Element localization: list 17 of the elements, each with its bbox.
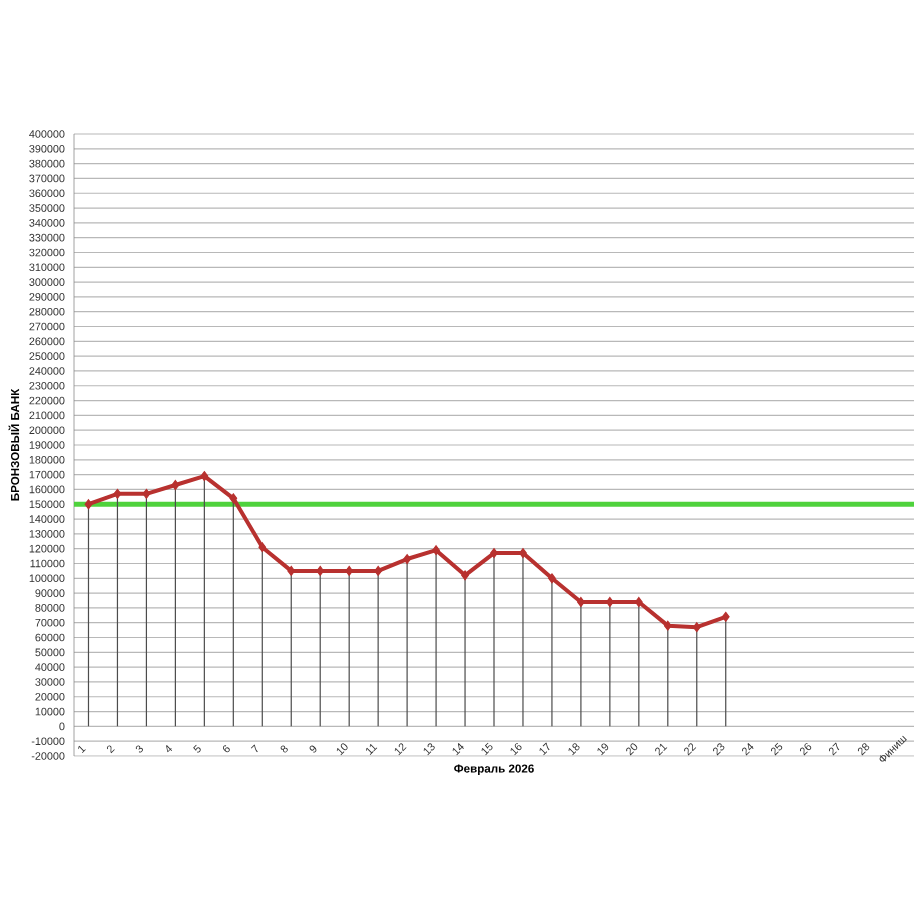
point [490,548,498,559]
point [171,479,180,490]
point [200,471,209,482]
point [84,499,93,510]
point [548,573,556,584]
point [403,554,412,565]
point [113,488,122,499]
point [721,611,730,622]
point [577,596,585,607]
point [229,493,238,504]
point [258,542,267,553]
point [374,565,383,576]
point [432,545,440,556]
point [142,488,151,499]
point [519,548,527,559]
point [461,570,469,581]
point [663,620,672,631]
